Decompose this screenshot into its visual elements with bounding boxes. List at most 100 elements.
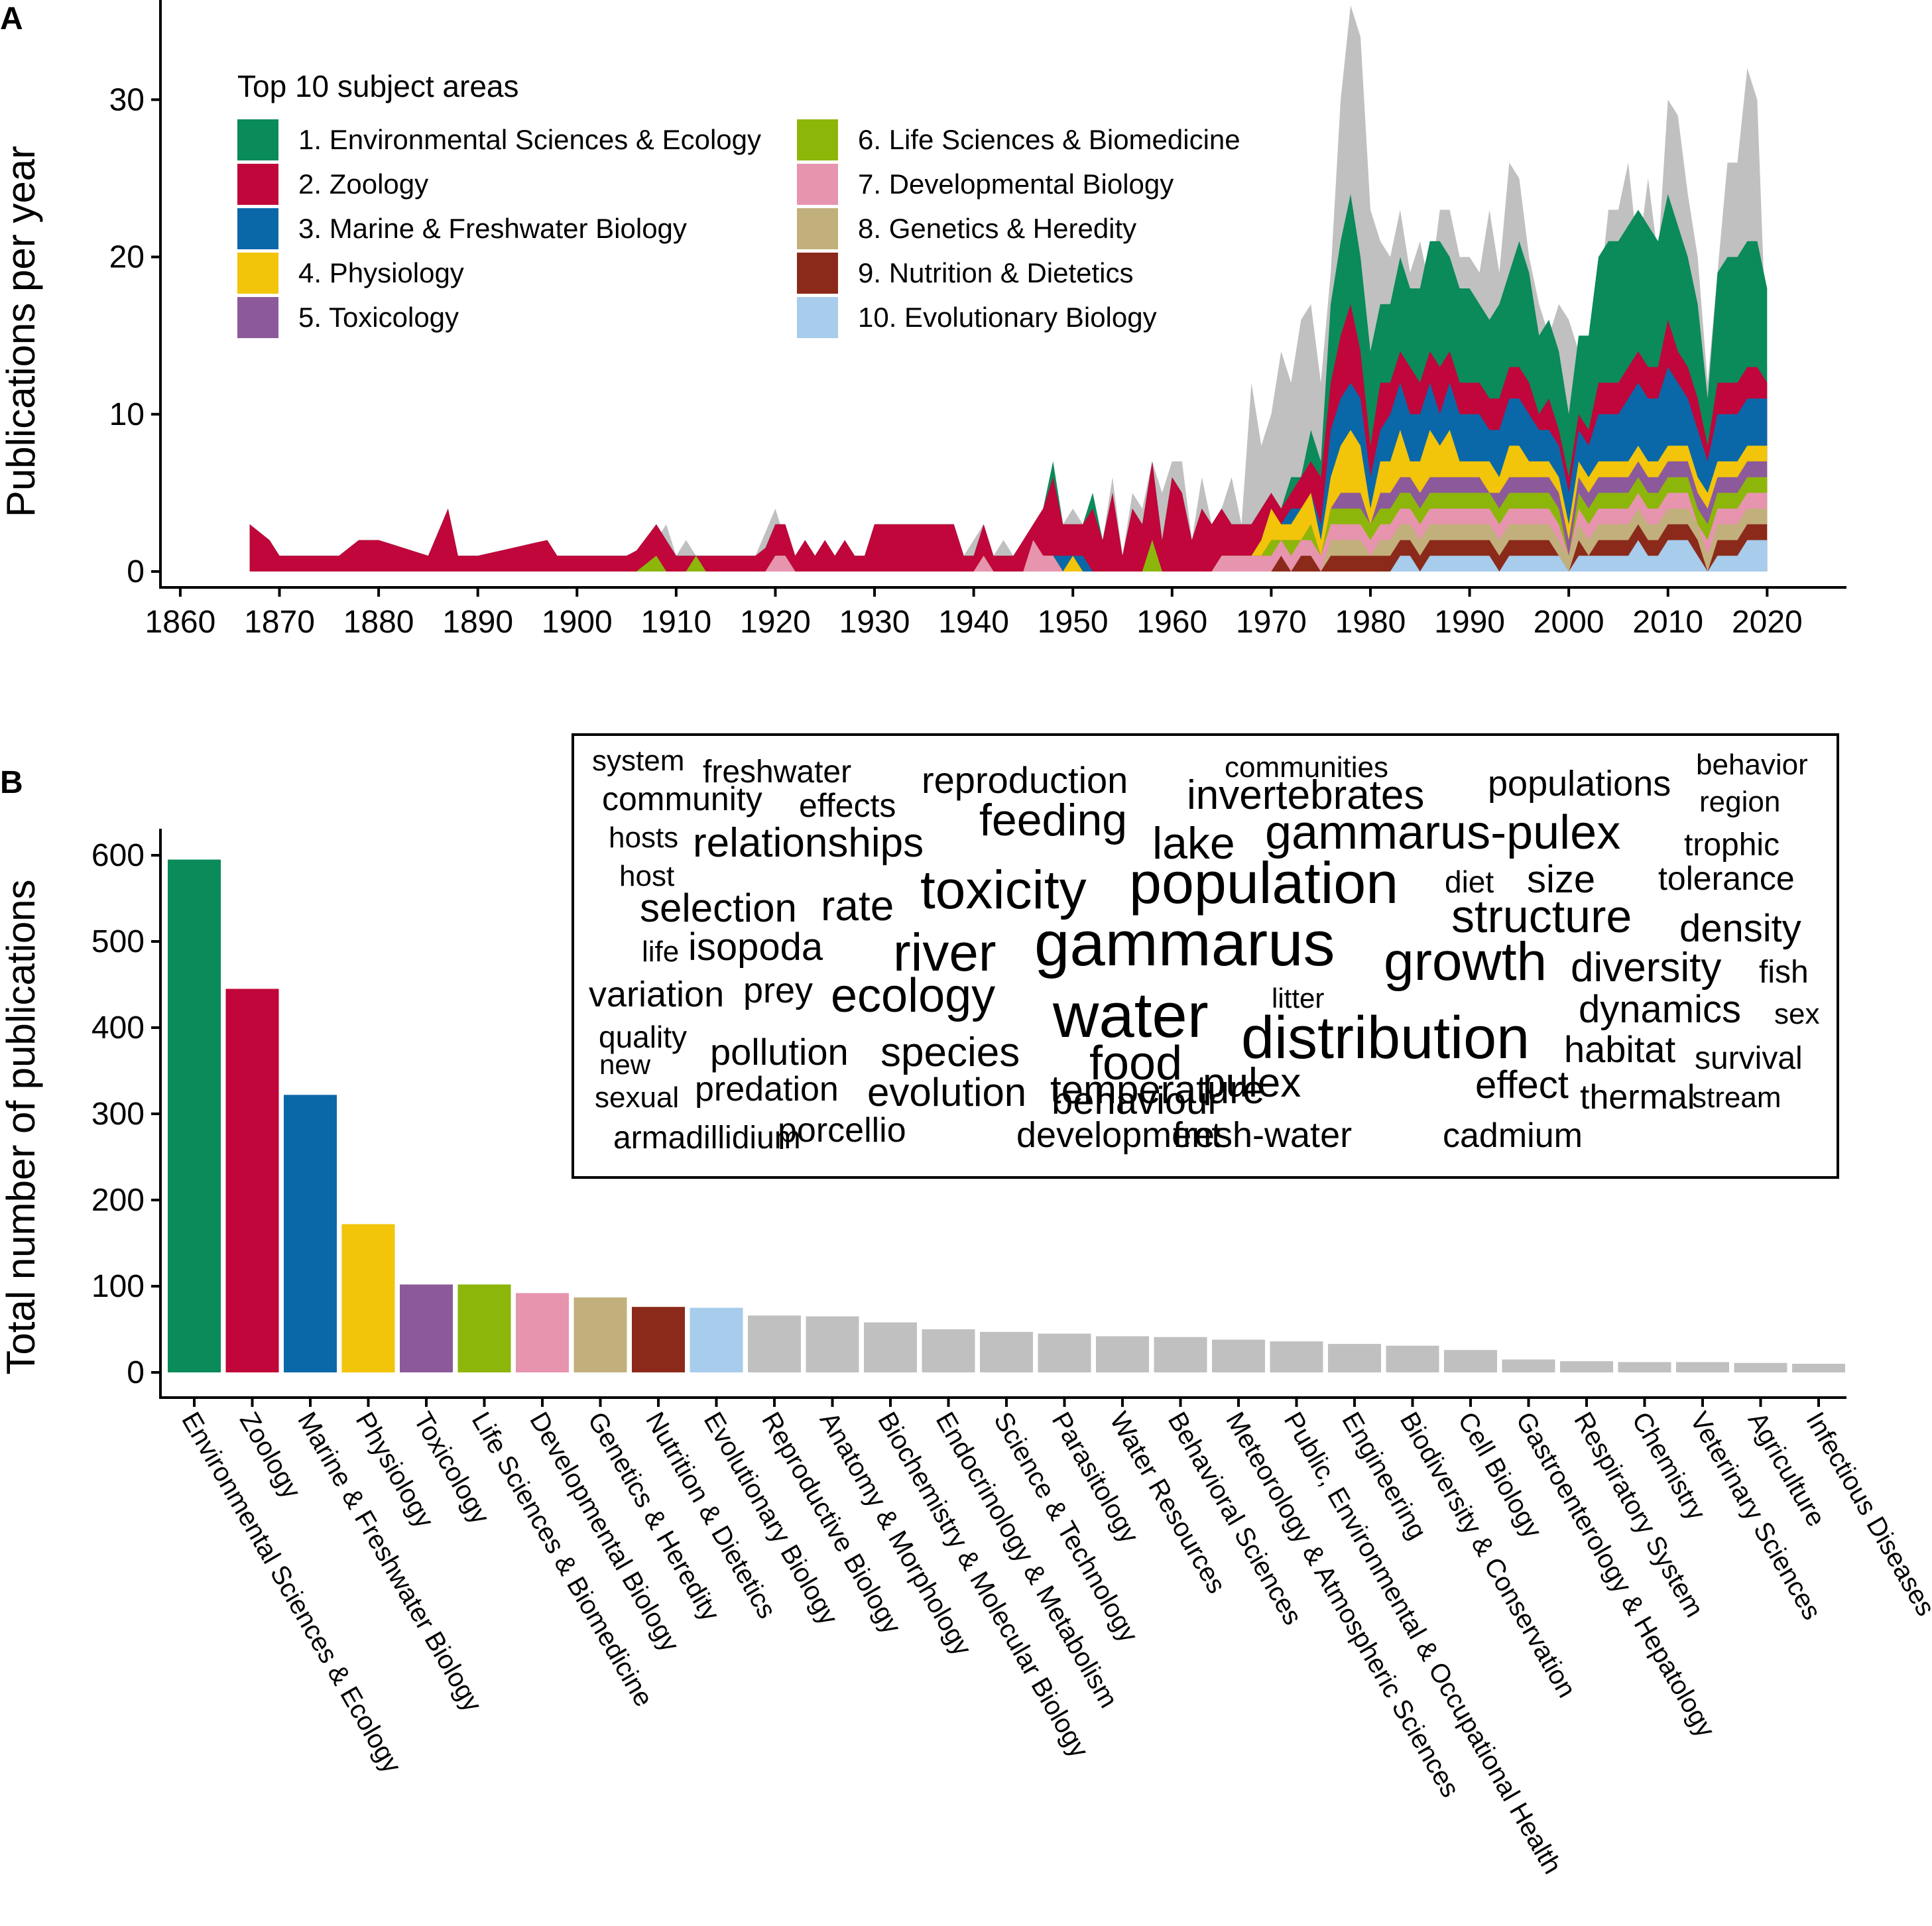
legend-swatch-genetics-heredity	[797, 208, 838, 249]
legend-label: 9. Nutrition & Dietetics	[858, 257, 1134, 288]
x-tick-label-a: 1930	[839, 605, 910, 640]
bar-agriculture	[1734, 1362, 1787, 1372]
word-water: water	[1052, 980, 1209, 1051]
word-ecology: ecology	[831, 969, 995, 1022]
word-stream: stream	[1692, 1081, 1781, 1114]
legend-title: Top 10 subject areas	[237, 69, 519, 103]
bar-cell-biology	[1444, 1350, 1497, 1372]
bar-infectious-diseases	[1792, 1364, 1845, 1372]
legend-swatch-marine-freshwater-biology	[237, 208, 278, 249]
word-diversity: diversity	[1571, 945, 1721, 991]
bar-marine-freshwater-biology	[284, 1095, 337, 1372]
word-porcellio: porcellio	[778, 1111, 906, 1150]
legend-swatch-environmental-sciences-ecology	[237, 119, 278, 160]
word-invertebrates: invertebrates	[1187, 772, 1424, 818]
bar-science-technology	[980, 1331, 1033, 1372]
legend-label: 6. Life Sciences & Biomedicine	[858, 124, 1240, 155]
bar-anatomy-morphology	[806, 1316, 859, 1372]
x-tick-label-a: 1880	[343, 605, 414, 640]
word-temperature: temperature	[1050, 1067, 1265, 1112]
word-food: food	[1089, 1037, 1182, 1090]
area-chart-axes: 0 10 20 30 1860 1870 1880 1890 1900 1910 1920 1930 1…	[109, 0, 1846, 640]
y-axis-title-a: Publications per year	[0, 146, 43, 517]
word-prey: prey	[743, 971, 813, 1010]
word-effect: effect	[1475, 1063, 1569, 1107]
bars	[168, 859, 1845, 1372]
y-tick-label-a: 30	[109, 82, 145, 117]
word-evolution: evolution	[867, 1070, 1026, 1114]
x-tick-label-a: 1900	[542, 605, 613, 640]
legend-swatch-nutrition-dietetics	[797, 253, 838, 294]
word-predation: predation	[695, 1070, 839, 1109]
word-fish: fish	[1759, 955, 1809, 990]
word-fresh-water: fresh-water	[1173, 1115, 1352, 1155]
legend-swatch-life-sciences-biomedicine	[797, 119, 838, 160]
word-cloud: system freshwater reproduction communities p…	[572, 733, 1839, 1179]
x-tick-label-a: 2000	[1534, 605, 1604, 640]
legend-label: 5. Toxicology	[298, 302, 459, 333]
y-tick-label-b: 100	[91, 1269, 145, 1304]
bar-genetics-heredity	[574, 1297, 627, 1372]
bar-evolutionary-biology	[690, 1307, 743, 1372]
legend-swatch-toxicology	[237, 297, 278, 338]
word-effects: effects	[799, 787, 896, 824]
x-tick-label-a: 1960	[1136, 605, 1207, 640]
y-tick-label-b: 500	[91, 924, 145, 959]
word-distribution: distribution	[1241, 1005, 1530, 1071]
legend-swatch-evolutionary-biology	[797, 297, 838, 338]
word-cadmium: cadmium	[1443, 1116, 1583, 1155]
bar-life-sciences-biomedicine	[457, 1284, 511, 1372]
legend-label: 7. Developmental Biology	[858, 168, 1174, 200]
area-chart-yearly-publications: 0 10 20 30 1860 1870 1880 1890 1900 1910 1920 1930 1…	[0, 0, 1846, 640]
y-tick-label-b: 300	[91, 1097, 145, 1132]
word-freshwater: freshwater	[703, 754, 851, 790]
word-habitat: habitat	[1564, 1028, 1676, 1070]
bar-nutrition-dietetics	[632, 1307, 685, 1372]
word-pollution: pollution	[710, 1031, 849, 1073]
y-tick-label-a: 0	[127, 554, 145, 589]
bar-physiology	[341, 1224, 395, 1372]
word-dynamics: dynamics	[1579, 988, 1741, 1031]
word-feeding: feeding	[979, 795, 1127, 845]
x-tick-label-a: 1990	[1434, 605, 1505, 640]
bar-gastroenterology-hepatology	[1502, 1359, 1555, 1372]
bar-water-resources	[1096, 1336, 1149, 1372]
word-behaviour: behaviour	[1052, 1079, 1221, 1122]
word-species: species	[880, 1030, 1020, 1075]
bar-public-environmental-occupational-health	[1270, 1341, 1323, 1372]
legend-label: 1. Environmental Sciences & Ecology	[298, 124, 761, 155]
legend: Top 10 subject areas 1. Environmental Sci…	[237, 69, 1240, 338]
legend-label: 4. Physiology	[298, 257, 464, 288]
word-life: life	[642, 935, 679, 968]
bar-engineering	[1328, 1344, 1381, 1372]
x-tick-label-a: 1910	[640, 605, 711, 640]
bar-toxicology	[400, 1284, 453, 1372]
word-new: new	[599, 1049, 651, 1080]
word-lake: lake	[1152, 818, 1235, 869]
bar-veterinary-sciences	[1676, 1362, 1729, 1372]
legend-label: 3. Marine & Freshwater Biology	[298, 213, 687, 244]
word-rate: rate	[821, 882, 894, 930]
word-hosts: hosts	[609, 821, 678, 854]
word-gammarus: gammarus	[1034, 908, 1335, 979]
word-reproduction: reproduction	[922, 759, 1128, 801]
word-cloud-words: system freshwater reproduction communities p…	[589, 745, 1819, 1156]
word-pulex: pulex	[1203, 1060, 1301, 1106]
x-tick-label-a: 2010	[1632, 605, 1703, 640]
legend-label: 2. Zoology	[298, 168, 428, 200]
word-gammarus-pulex: gammarus-pulex	[1265, 806, 1620, 859]
word-system: system	[592, 745, 684, 777]
word-variation: variation	[589, 975, 724, 1014]
word-selection: selection	[640, 886, 797, 930]
area-genetics-heredity	[249, 509, 1768, 572]
x-tick-label-a: 1860	[145, 605, 216, 640]
bar-biodiversity-conservation	[1386, 1345, 1439, 1372]
word-community: community	[602, 780, 762, 817]
bar-behavioral-sciences	[1154, 1337, 1207, 1372]
x-tick-label-a: 1920	[740, 605, 811, 640]
word-populations: populations	[1488, 764, 1671, 804]
word-survival: survival	[1695, 1041, 1803, 1076]
word-communities: communities	[1225, 751, 1388, 784]
y-tick-label-a: 10	[109, 397, 145, 432]
